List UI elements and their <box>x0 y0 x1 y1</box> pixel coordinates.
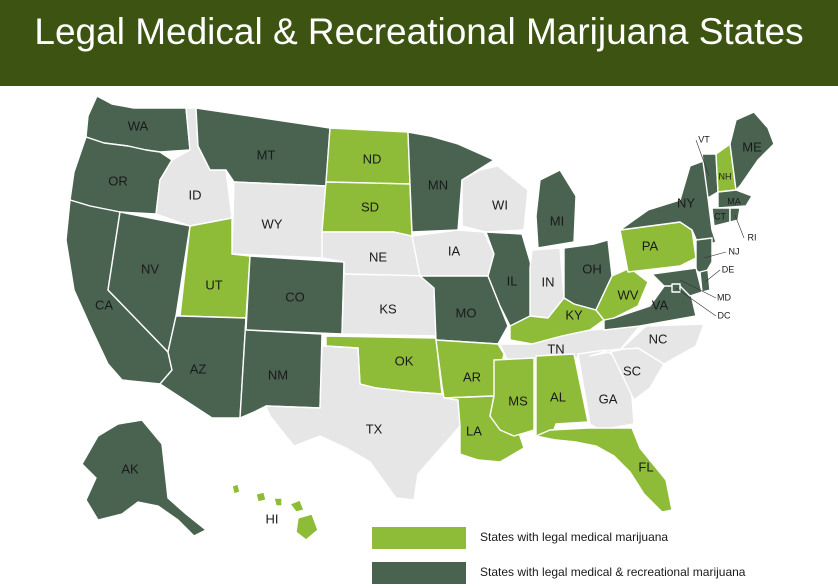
state-label-fl: FL <box>638 459 653 474</box>
state-label-la: LA <box>466 423 482 438</box>
state-label-az: AZ <box>190 361 207 376</box>
state-label-ca: CA <box>95 297 113 312</box>
state-labels: WA OR CA NV ID MT WY UT AZ CO NM ND SD NE KS OK TX MN IA MO… <box>95 118 762 526</box>
state-label-ma: MA <box>727 196 741 206</box>
state-label-me: ME <box>742 139 762 154</box>
state-label-dc: DC <box>718 310 731 320</box>
state-label-mn: MN <box>428 177 448 192</box>
state-label-wv: WV <box>618 287 639 302</box>
state-label-ri: RI <box>748 232 757 242</box>
state-label-al: AL <box>550 389 566 404</box>
state-label-or: OR <box>108 173 128 188</box>
state-label-wi: WI <box>492 197 508 212</box>
state-nj <box>695 237 713 277</box>
state-label-tn: TN <box>547 341 564 356</box>
state-label-sd: SD <box>361 199 379 214</box>
state-label-ia: IA <box>448 243 461 258</box>
state-label-sc: SC <box>623 363 641 378</box>
leader-line-ri <box>734 214 745 239</box>
state-ms <box>489 357 535 437</box>
state-tx <box>265 345 461 501</box>
state-label-ct: CT <box>714 211 726 221</box>
state-label-mi: MI <box>550 213 564 228</box>
leader-line-de <box>704 269 721 283</box>
state-hi-part-1 <box>255 491 267 503</box>
state-label-ny: NY <box>677 195 695 210</box>
state-label-ga: GA <box>599 391 618 406</box>
state-label-pa: PA <box>642 238 659 253</box>
leader-line-md <box>679 279 717 299</box>
state-label-ak: AK <box>121 461 139 476</box>
page-title: Legal Medical & Recreational Marijuana S… <box>34 11 804 52</box>
state-me <box>729 111 775 191</box>
legend-item-medical: States with legal medical marijuana <box>372 527 832 551</box>
state-nc <box>589 323 705 365</box>
leader-line-dc <box>675 287 717 317</box>
state-label-md: MD <box>717 292 731 302</box>
state-ny <box>619 159 717 249</box>
state-label-nc: NC <box>649 331 668 346</box>
state-label-ks: KS <box>379 301 397 316</box>
state-label-tx: TX <box>366 421 383 436</box>
state-label-co: CO <box>285 289 305 304</box>
state-label-ut: UT <box>205 277 222 292</box>
state-fl <box>535 427 673 513</box>
state-label-wy: WY <box>262 216 283 231</box>
state-label-mt: MT <box>257 147 276 162</box>
state-label-id: ID <box>189 187 202 202</box>
state-label-nj: NJ <box>729 246 740 256</box>
state-shapes <box>65 95 775 541</box>
state-hi-part-0 <box>231 483 241 495</box>
state-label-va: VA <box>652 297 669 312</box>
state-mi <box>535 169 577 249</box>
us-map: WA OR CA NV ID MT WY UT AZ CO NM ND SD NE KS OK TX MN IA MO… <box>65 95 775 541</box>
state-label-ne: NE <box>369 249 387 264</box>
legend-item-recreational: States with legal medical & recreational… <box>372 562 832 586</box>
state-label-il: IL <box>507 273 518 288</box>
legend-swatch-recreational <box>372 562 466 584</box>
state-label-mo: MO <box>456 305 477 320</box>
state-label-nd: ND <box>363 151 382 166</box>
state-label-hi: HI <box>266 511 279 526</box>
state-de <box>699 269 711 293</box>
state-wi <box>461 165 529 233</box>
state-label-ky: KY <box>565 307 583 322</box>
state-ak <box>81 419 207 537</box>
state-label-nh: NH <box>719 171 732 181</box>
state-label-oh: OH <box>582 261 602 276</box>
state-ma <box>717 189 753 209</box>
state-md <box>651 267 703 297</box>
state-hi-part-4 <box>295 513 319 541</box>
state-label-ar: AR <box>463 369 481 384</box>
state-label-de: DE <box>722 264 735 274</box>
state-label-ok: OK <box>395 353 414 368</box>
state-hi-part-3 <box>289 499 305 513</box>
legend-label-recreational: States with legal medical & recreational… <box>480 565 746 579</box>
state-hi-part-2 <box>273 497 283 507</box>
state-label-wa: WA <box>128 118 149 133</box>
leader-line-nj <box>703 251 727 259</box>
state-label-vt: VT <box>698 134 710 144</box>
legend-label-medical: States with legal medical marijuana <box>480 530 669 544</box>
state-label-ms: MS <box>508 393 528 408</box>
legend-swatch-medical <box>372 527 466 549</box>
leader-line-vt <box>695 139 710 177</box>
state-label-nm: NM <box>268 367 288 382</box>
title-banner: Legal Medical & Recreational Marijuana S… <box>0 0 838 86</box>
state-label-nv: NV <box>141 261 159 276</box>
state-label-in: IN <box>542 274 555 289</box>
